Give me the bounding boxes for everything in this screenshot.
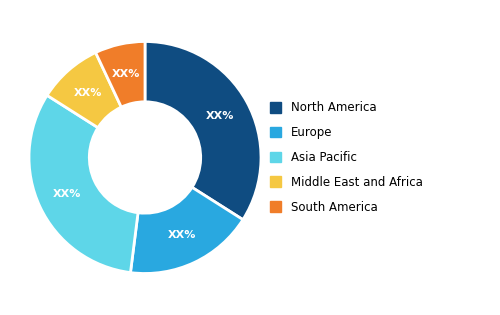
- Wedge shape: [130, 187, 243, 273]
- Text: XX%: XX%: [112, 69, 140, 79]
- Wedge shape: [145, 42, 261, 220]
- Text: XX%: XX%: [53, 189, 82, 199]
- Legend: North America, Europe, Asia Pacific, Middle East and Africa, South America: North America, Europe, Asia Pacific, Mid…: [270, 101, 423, 214]
- Wedge shape: [96, 42, 145, 107]
- Wedge shape: [29, 95, 138, 272]
- Text: XX%: XX%: [168, 230, 196, 240]
- Text: XX%: XX%: [206, 111, 234, 121]
- Wedge shape: [47, 53, 122, 128]
- Text: XX%: XX%: [74, 88, 102, 98]
